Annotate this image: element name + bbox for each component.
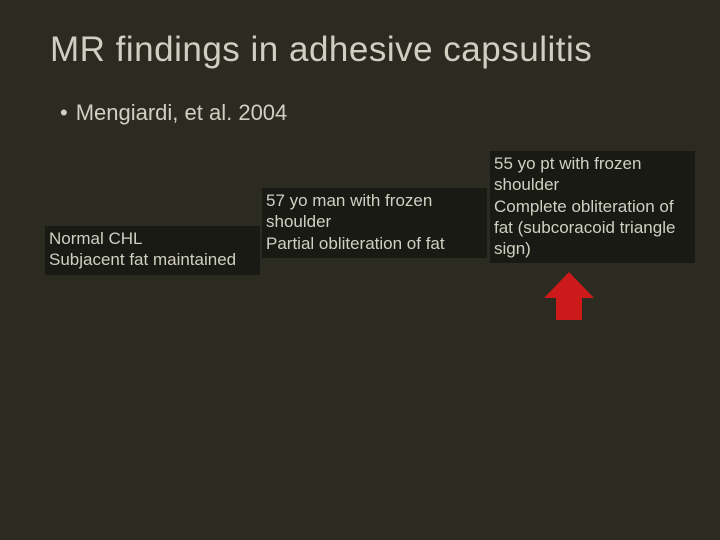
caption-normal-chl: Normal CHL Subjacent fat maintained <box>45 226 260 275</box>
slide-container: MR findings in adhesive capsulitis • Men… <box>0 0 720 540</box>
bullet-marker: • <box>60 102 68 124</box>
caption-55yo: 55 yo pt with frozen shoulder Complete o… <box>490 151 695 263</box>
arrow-head <box>544 272 594 298</box>
arrow-stem <box>556 298 582 320</box>
bullet-text: Mengiardi, et al. 2004 <box>76 100 288 126</box>
caption-57yo: 57 yo man with frozen shoulder Partial o… <box>262 188 487 258</box>
slide-title: MR findings in adhesive capsulitis <box>50 30 690 70</box>
bullet-item: • Mengiardi, et al. 2004 <box>60 100 287 126</box>
up-arrow-icon <box>544 272 594 327</box>
